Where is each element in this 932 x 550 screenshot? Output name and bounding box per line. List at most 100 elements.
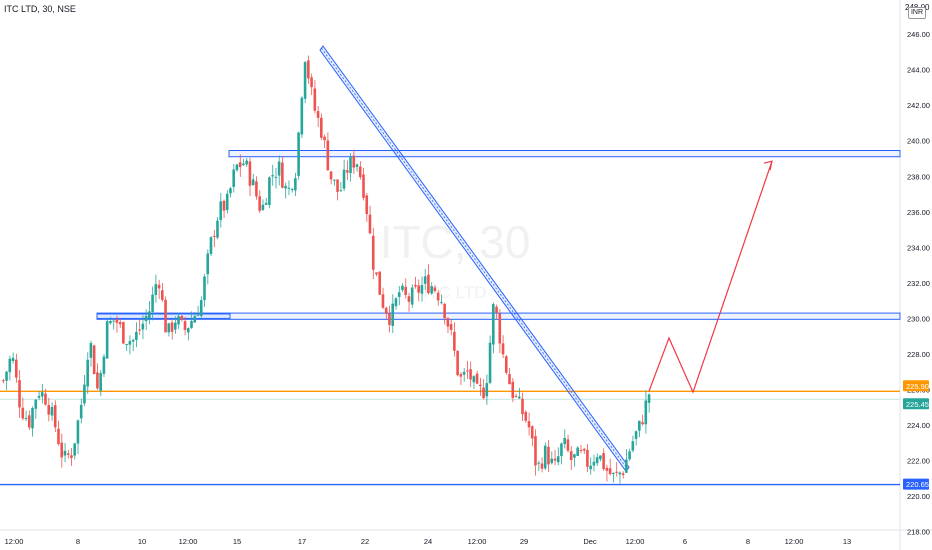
candle-body <box>479 384 482 387</box>
candle-body <box>599 455 602 460</box>
candle <box>553 450 557 466</box>
candle-body <box>358 166 362 178</box>
candle <box>641 414 644 426</box>
trend-channel-midline <box>321 47 628 470</box>
candle <box>332 179 336 186</box>
price-tick-label: 220.00 <box>907 492 930 501</box>
candle-body <box>612 472 615 474</box>
time-tick-label: 10 <box>138 537 146 546</box>
candle-body <box>560 443 563 457</box>
candle <box>209 236 213 257</box>
candle <box>521 392 524 422</box>
candle-body <box>414 284 417 287</box>
candle <box>47 397 51 422</box>
candle-body <box>50 406 54 416</box>
candle <box>313 80 317 114</box>
candle-body <box>290 189 294 191</box>
candle-body <box>216 220 219 238</box>
candle <box>89 340 93 367</box>
candle-body <box>297 132 300 176</box>
candle-body <box>79 404 83 419</box>
candle-body <box>157 284 161 289</box>
candle-body <box>102 356 106 374</box>
candle <box>316 106 320 128</box>
candle <box>491 302 495 354</box>
plot-background <box>0 0 900 530</box>
price-tick-label: 242.00 <box>907 101 930 110</box>
candle-body <box>595 457 599 464</box>
candle-body <box>365 195 369 215</box>
candle-body <box>397 292 401 297</box>
candle <box>443 302 446 325</box>
candle-body <box>5 371 8 381</box>
candle <box>144 309 148 330</box>
candle-body <box>238 162 242 168</box>
candle-body <box>173 322 177 330</box>
candle <box>524 410 528 423</box>
candle-body <box>40 392 44 397</box>
candle <box>446 317 450 333</box>
candle-body <box>336 179 339 192</box>
candle-body <box>339 190 343 192</box>
candle-body <box>37 395 41 398</box>
candle <box>504 355 508 375</box>
candle <box>148 301 151 325</box>
candle-body <box>530 426 534 439</box>
candle <box>135 322 138 348</box>
price-tick-label: 246.00 <box>907 30 930 39</box>
candle-body <box>569 451 573 460</box>
candle <box>427 264 430 295</box>
chart-title: ITC LTD, 30, NSE <box>4 4 76 14</box>
candle <box>73 443 76 460</box>
candle <box>83 375 86 407</box>
candles <box>2 55 651 484</box>
candle-body <box>255 181 258 197</box>
candle-body <box>371 235 375 270</box>
candle <box>352 149 356 174</box>
candle <box>122 321 125 345</box>
candle <box>420 276 424 302</box>
candle-body <box>427 274 430 294</box>
candle <box>258 190 261 214</box>
candle-body <box>313 88 317 111</box>
candle-body <box>281 162 284 188</box>
candle-body <box>440 302 443 304</box>
price-label-bg <box>903 398 929 410</box>
time-tick-label: 29 <box>520 537 528 546</box>
candle-body <box>573 454 576 458</box>
candle-body <box>420 285 424 294</box>
candle <box>115 315 119 333</box>
candle <box>141 315 145 340</box>
candle-body <box>547 446 550 465</box>
candle-body <box>300 97 304 135</box>
time-axis: 12:00 8 10 12:00 15 17 22 24 12:00 29 Dec 12:00 6 8 12… <box>5 537 852 546</box>
currency-badge[interactable]: INR <box>908 7 926 19</box>
candle <box>24 410 28 422</box>
candle-body <box>443 303 446 319</box>
candle <box>556 447 560 466</box>
candle-body <box>378 271 382 295</box>
candle-body <box>501 343 505 355</box>
candle <box>173 316 177 334</box>
time-tick-label: 12:00 <box>626 537 645 546</box>
candle <box>488 335 492 384</box>
price-label-text: 220.65 <box>906 480 929 489</box>
candle-body <box>170 322 174 332</box>
price-tick-label: 230.00 <box>907 314 930 323</box>
candle-body <box>161 290 164 300</box>
candle <box>495 304 498 320</box>
candle-body <box>621 473 625 476</box>
candle <box>527 412 531 436</box>
candle-body <box>362 174 365 198</box>
candle-body <box>556 456 560 463</box>
candle-body <box>112 320 115 322</box>
candle-body <box>99 373 102 391</box>
candle-body <box>264 202 268 205</box>
candle <box>378 271 382 295</box>
candle <box>31 406 34 437</box>
candle <box>284 182 287 199</box>
candle <box>371 227 375 280</box>
price-label-green: 225.45 <box>903 398 929 410</box>
